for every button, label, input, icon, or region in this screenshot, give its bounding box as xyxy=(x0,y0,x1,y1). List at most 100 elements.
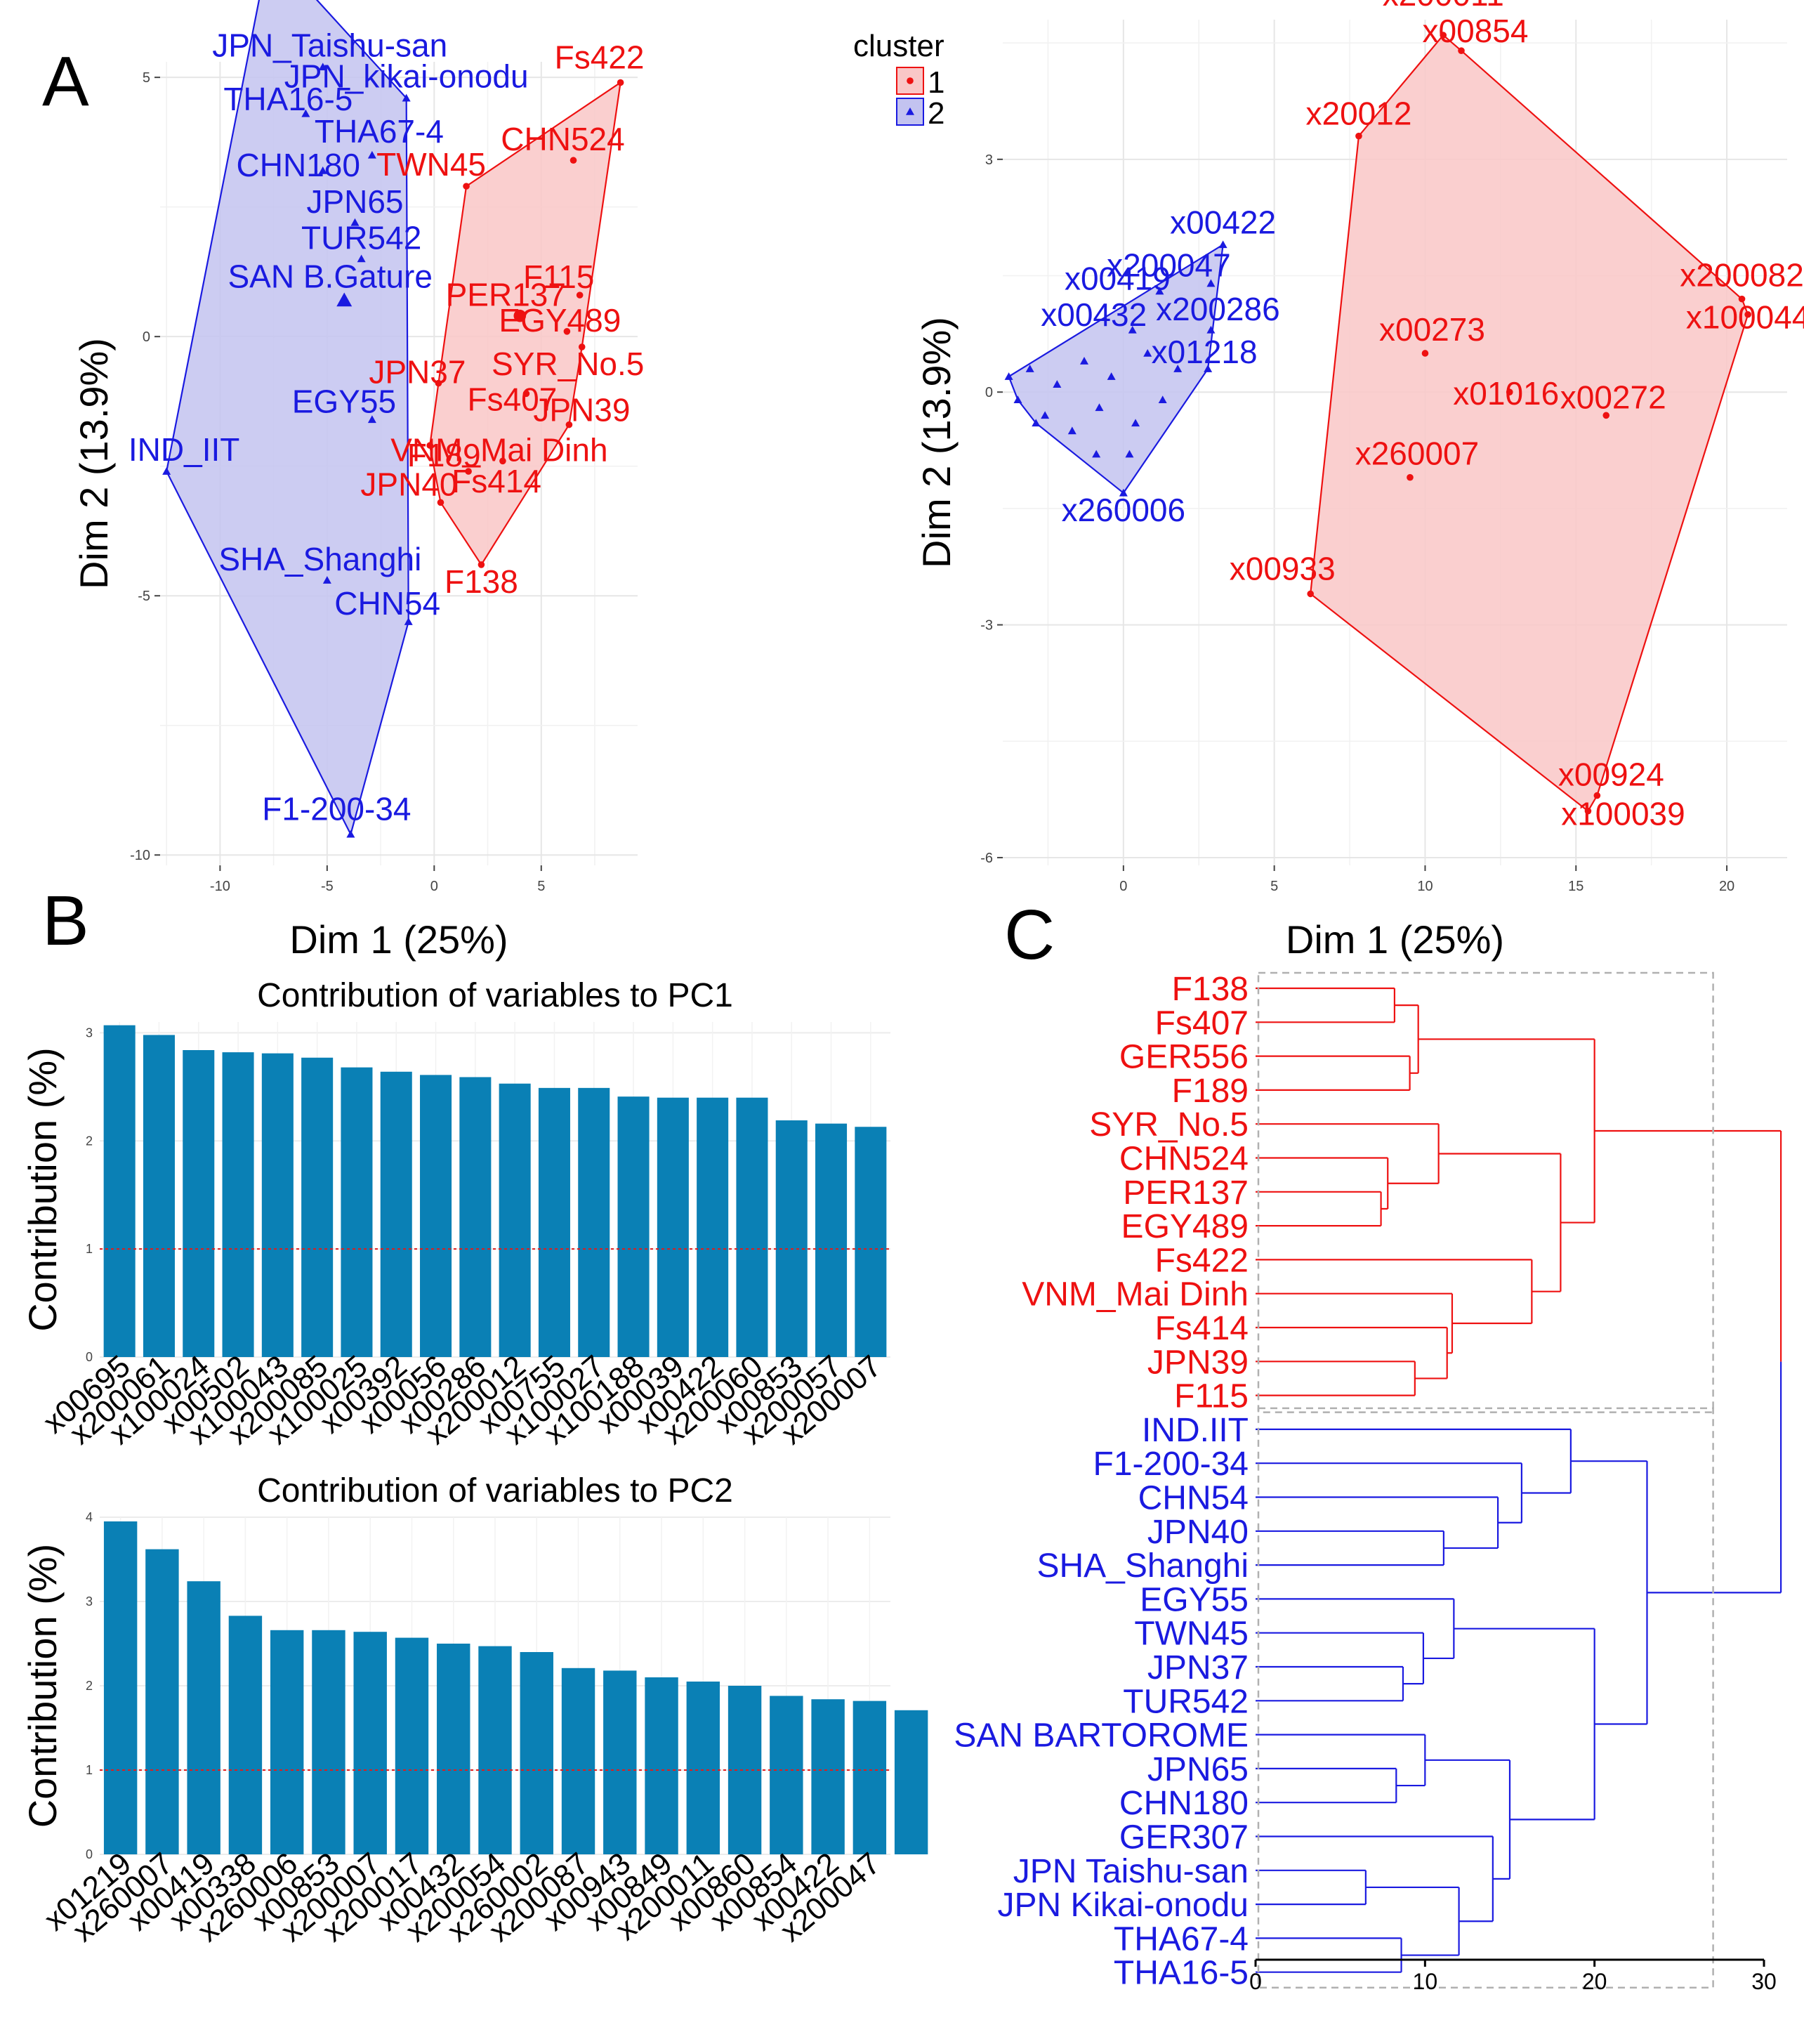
bar xyxy=(645,1677,678,1854)
leaf-label: TWN45 xyxy=(1134,1616,1249,1653)
y-axis-title: Contribution (%) xyxy=(20,1047,65,1332)
data-point xyxy=(569,157,577,164)
point-label: JPN_Taishu-san xyxy=(212,27,447,63)
data-point xyxy=(1079,357,1088,365)
bar xyxy=(736,1097,768,1357)
bar xyxy=(143,1035,175,1357)
bar xyxy=(261,1053,294,1357)
bar xyxy=(538,1087,570,1357)
point-label: JPN65 xyxy=(306,183,403,220)
bar xyxy=(183,1050,215,1357)
data-point xyxy=(1602,412,1610,419)
data-point xyxy=(1092,450,1101,458)
y-tick-label: -5 xyxy=(138,589,150,604)
legend-label-1: 1 xyxy=(928,65,944,100)
y-tick-label: 0 xyxy=(985,385,993,400)
legend-label-2: 2 xyxy=(928,96,944,131)
bar xyxy=(520,1652,553,1854)
point-label: CHN524 xyxy=(501,121,624,157)
leaf-label: CHN180 xyxy=(1119,1785,1249,1822)
bar xyxy=(353,1632,387,1854)
bar xyxy=(103,1521,138,1854)
data-point xyxy=(1407,473,1414,481)
data-point xyxy=(478,561,485,568)
bar xyxy=(145,1549,179,1854)
bar xyxy=(578,1087,610,1357)
data-point xyxy=(162,467,171,475)
data-point xyxy=(1053,380,1062,388)
data-point xyxy=(1307,590,1315,598)
x-tick-label: 10 xyxy=(1417,879,1433,894)
data-point xyxy=(578,343,586,351)
y-tick-label: 0 xyxy=(143,329,150,345)
point-label: THA67-4 xyxy=(315,113,444,150)
bar xyxy=(222,1052,254,1357)
dendrogram-chart: F138Fs407GER556F189SYR_No.5CHN524PER137E… xyxy=(954,971,1782,1994)
bar xyxy=(603,1670,637,1854)
bar xyxy=(657,1097,689,1357)
bar xyxy=(301,1057,334,1357)
data-point xyxy=(1107,372,1116,380)
cluster-box-1 xyxy=(1257,971,1714,1413)
point-label: SYR_No.5 xyxy=(492,346,644,382)
data-point xyxy=(322,576,331,584)
data-point xyxy=(426,442,434,449)
data-point xyxy=(465,468,472,475)
y-tick-label: -3 xyxy=(980,618,993,634)
data-point xyxy=(402,93,411,102)
pca-variables-plot: 0 5 10 15 20 -6 -3 0 3 x200011x00854 x20012 x200082… xyxy=(914,0,1804,962)
legend-marker-1 xyxy=(907,77,914,84)
data-point xyxy=(1206,325,1216,334)
y-tick-label: 3 xyxy=(985,152,993,168)
leaf-label: JPN39 xyxy=(1147,1344,1249,1381)
leaf-label: CHN524 xyxy=(1119,1141,1249,1178)
leaf-label: JPN37 xyxy=(1147,1649,1249,1686)
bar xyxy=(852,1701,887,1854)
point-label: x00432 xyxy=(1041,296,1147,333)
data-point xyxy=(301,109,310,117)
chart-title: Contribution of variables to PC1 xyxy=(257,977,733,1014)
point-label: x00924 xyxy=(1558,756,1664,793)
leaf-label: VNM_Mai Dinh xyxy=(1022,1276,1249,1313)
data-point xyxy=(463,183,470,190)
data-point xyxy=(1738,295,1746,303)
bar xyxy=(697,1097,729,1357)
data-point xyxy=(1041,411,1050,419)
leaf-label: THA16-5 xyxy=(1114,1955,1249,1992)
leaf-label: TUR542 xyxy=(1123,1683,1249,1720)
bar xyxy=(187,1581,220,1854)
bar xyxy=(499,1083,531,1357)
data-point xyxy=(367,415,376,424)
point-label: TWN45 xyxy=(376,146,486,183)
x-tick-label: 0 xyxy=(1249,1969,1262,1994)
data-point xyxy=(1004,372,1013,380)
data-point xyxy=(357,254,366,263)
point-label: JPN39 xyxy=(533,392,630,428)
data-point xyxy=(1173,365,1183,372)
point-label: THA16-5 xyxy=(223,81,353,117)
point-label: PER137 xyxy=(446,277,566,313)
data-point xyxy=(563,327,571,335)
x-axis-title: Dim 1 (25%) xyxy=(289,917,508,962)
point-label: JPN40 xyxy=(360,466,457,502)
leaf-label: Fs414 xyxy=(1155,1310,1249,1347)
data-point xyxy=(1119,488,1128,497)
data-point xyxy=(1458,47,1465,54)
point-label: x200047 xyxy=(1107,247,1231,284)
point-label: Fs407 xyxy=(468,381,558,417)
point-label: F189 xyxy=(407,437,481,473)
point-label: x100044 xyxy=(1686,299,1804,336)
point-label: F115 xyxy=(523,258,594,295)
data-point xyxy=(1158,395,1167,404)
leaf-label: SAN BARTOROME xyxy=(954,1717,1249,1755)
x-tick-label: -10 xyxy=(210,879,230,894)
bar xyxy=(894,1710,928,1854)
leaf-label: GER307 xyxy=(1119,1819,1249,1856)
y-tick-label: 5 xyxy=(143,70,150,86)
x-tick-label: 5 xyxy=(1270,879,1278,894)
data-point xyxy=(565,421,573,428)
data-point xyxy=(346,830,355,838)
point-label: x00272 xyxy=(1560,379,1666,415)
leaf-label: F189 xyxy=(1172,1073,1249,1110)
